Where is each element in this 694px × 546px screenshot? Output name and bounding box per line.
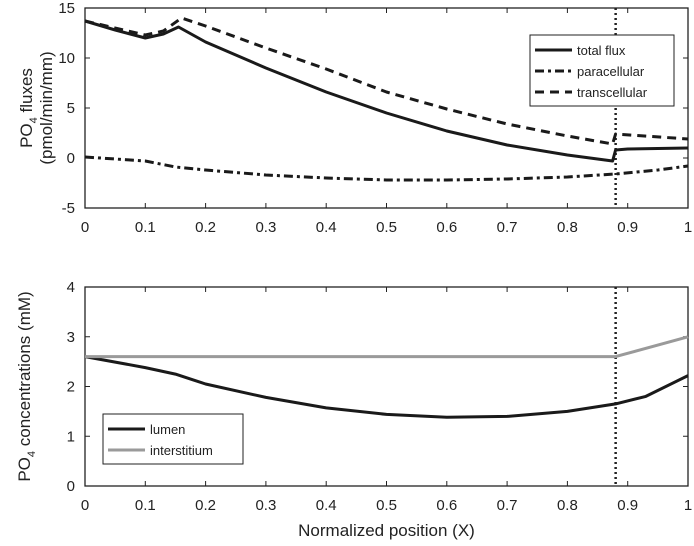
series-line-interstitium <box>85 335 689 359</box>
x-axis-label: Normalized position (X) <box>298 521 475 540</box>
x-tick-label: 0.5 <box>376 219 397 236</box>
x-tick-label: 0 <box>81 219 89 236</box>
x-tick-label: 0.2 <box>195 219 216 236</box>
x-tick-label: 0.6 <box>436 497 457 514</box>
legend-label: interstitium <box>150 443 213 458</box>
legend: total flux paracellular transcellular <box>529 34 675 107</box>
series-line-paracellular <box>84 155 689 182</box>
x-tick-label: 0.9 <box>617 219 638 236</box>
y-axis-label: PO4 concentrations (mM) <box>15 291 38 481</box>
series-line-lumen <box>84 355 689 419</box>
legend-label: paracellular <box>577 64 645 79</box>
y-tick-label: 2 <box>67 379 75 396</box>
y-tick-label: 15 <box>58 0 75 17</box>
y-tick-label: 5 <box>67 100 75 117</box>
y-tick-label: 0 <box>67 478 75 495</box>
x-tick-label: 1 <box>684 497 692 514</box>
x-tick-label: 0.6 <box>436 219 457 236</box>
x-tick-label: 0.5 <box>376 497 397 514</box>
y-axis-label: PO4 fluxes <box>17 68 40 148</box>
legend: lumen interstitium <box>102 413 244 465</box>
x-tick-label: 0.4 <box>316 219 337 236</box>
y-tick-label: 0 <box>67 150 75 167</box>
x-tick-label: 0.9 <box>617 497 638 514</box>
x-tick-label: 0.8 <box>557 219 578 236</box>
x-tick-label: 0.7 <box>497 219 518 236</box>
y-tick-label: 1 <box>67 428 75 445</box>
x-tick-label: 1 <box>684 219 692 236</box>
x-tick-label: 0 <box>81 497 89 514</box>
x-tick-label: 0.2 <box>195 497 216 514</box>
legend-label: lumen <box>150 422 185 437</box>
y-tick-label: 3 <box>67 329 75 346</box>
y-axis-label-line2: (pmol/min/mm) <box>37 51 56 164</box>
x-tick-label: 0.3 <box>255 219 276 236</box>
x-tick-label: 0.8 <box>557 497 578 514</box>
legend-box <box>529 34 675 107</box>
legend-label: total flux <box>577 43 626 58</box>
chart-panel-1: 0 0.1 0.2 0.3 0.4 0.5 0.6 0.7 0.8 0.9 1 -5 0 5 10 15 PO4… <box>17 0 692 236</box>
x-tick-label: 0.7 <box>497 497 518 514</box>
x-tick-label: 0.1 <box>135 219 156 236</box>
series-line-total-flux <box>84 19 689 163</box>
y-tick-label: -5 <box>62 200 75 217</box>
chart-panel-2: 0 0.1 0.2 0.3 0.4 0.5 0.6 0.7 0.8 0.9 1 0 1 2 3 4 PO4 co… <box>15 279 692 540</box>
x-tick-label: 0.4 <box>316 497 337 514</box>
series-line-transcellular <box>84 16 689 146</box>
y-tick-label: 4 <box>67 279 75 296</box>
legend-label: transcellular <box>577 85 648 100</box>
x-tick-label: 0.1 <box>135 497 156 514</box>
y-tick-label: 10 <box>58 50 75 67</box>
x-tick-label: 0.3 <box>255 497 276 514</box>
legend-box <box>102 413 244 465</box>
